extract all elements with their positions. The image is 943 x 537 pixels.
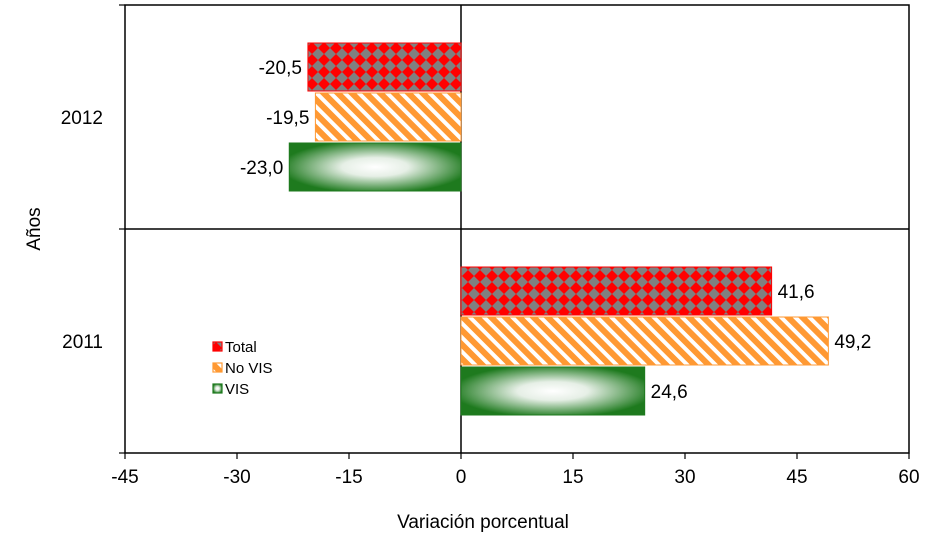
- bar-vis: [460, 366, 646, 416]
- x-tick-label: -45: [111, 467, 138, 488]
- data-label: 41,6: [778, 282, 815, 303]
- axes: -45 -30 -15 0 15 30 45 60 2012 2011: [61, 4, 920, 488]
- x-axis-label: Variación porcentual: [397, 512, 569, 533]
- data-label: -20,5: [259, 58, 302, 79]
- bar-vis: [288, 142, 462, 192]
- data-label: -19,5: [266, 108, 309, 129]
- bar-total: [307, 42, 462, 92]
- x-tick-label: -15: [335, 467, 362, 488]
- bar-no-vis: [314, 92, 462, 142]
- y-tick-label: 2012: [61, 108, 103, 129]
- bar-no-vis: [460, 316, 829, 366]
- y-tick-label: 2011: [62, 332, 103, 353]
- legend-swatch: [212, 362, 223, 373]
- x-tick-label: 0: [456, 467, 467, 488]
- x-tick-label: 30: [674, 467, 695, 488]
- x-tick-label: 60: [898, 467, 919, 488]
- x-tick-label: 15: [562, 467, 583, 488]
- legend-label: VIS: [225, 381, 249, 398]
- legend-label: Total: [225, 339, 257, 356]
- y-axis-label: Años: [24, 207, 45, 250]
- data-label: 24,6: [651, 382, 688, 403]
- bar-total: [460, 266, 773, 316]
- data-label: -23,0: [240, 158, 283, 179]
- legend-label: No VIS: [225, 360, 273, 377]
- x-tick-label: -30: [223, 467, 250, 488]
- bars: [288, 42, 829, 416]
- legend-swatch: [212, 341, 223, 352]
- x-tick-label: 45: [786, 467, 807, 488]
- data-labels: -20,5 -19,5 -23,0 41,6 49,2 24,6: [240, 58, 871, 403]
- data-label: 49,2: [834, 332, 871, 353]
- legend-swatch: [212, 383, 223, 394]
- legend: Total No VIS VIS: [212, 339, 273, 398]
